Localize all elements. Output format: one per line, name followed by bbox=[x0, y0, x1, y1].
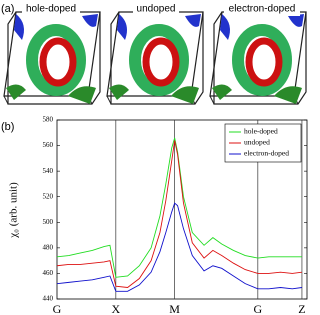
panel-title: hole-doped bbox=[26, 4, 76, 15]
plot-frame bbox=[56, 119, 308, 300]
legend-label: electron-doped bbox=[244, 149, 289, 158]
x-tick-label: Z bbox=[298, 302, 305, 315]
panel-label: (a) bbox=[1, 3, 14, 15]
x-tick-label: X bbox=[111, 302, 120, 315]
panel-label: (b) bbox=[1, 121, 14, 133]
y-axis-label: χ₀ (arb. unit) bbox=[8, 182, 20, 239]
x-tick-label: G bbox=[53, 302, 62, 315]
label-bg bbox=[22, 2, 80, 16]
panel-title: undoped bbox=[137, 4, 176, 15]
legend-label: undoped bbox=[244, 138, 270, 147]
fermi-surface-3 bbox=[210, 12, 306, 104]
fermi-surface-1 bbox=[4, 12, 100, 104]
y-tick-label: 480 bbox=[43, 243, 54, 251]
y-tick-label: 440 bbox=[43, 295, 54, 303]
y-tick-label: 560 bbox=[43, 141, 54, 149]
y-tick-label: 460 bbox=[43, 269, 54, 277]
y-tick-label: 500 bbox=[43, 218, 54, 226]
y-tick-label: 540 bbox=[43, 167, 54, 175]
y-tick-label: 520 bbox=[43, 192, 54, 200]
label-bg bbox=[133, 2, 179, 16]
series-line bbox=[56, 202, 303, 292]
series-line bbox=[56, 137, 302, 278]
x-tick-label: G bbox=[253, 302, 262, 315]
x-tick-label: M bbox=[169, 302, 180, 315]
label-bg bbox=[224, 2, 300, 16]
fermi-surface-2 bbox=[107, 12, 203, 104]
panel-title: electron-doped bbox=[229, 4, 296, 15]
y-tick-label: 580 bbox=[43, 116, 54, 124]
legend-label: hole-doped bbox=[244, 127, 278, 136]
series-line bbox=[56, 140, 303, 288]
